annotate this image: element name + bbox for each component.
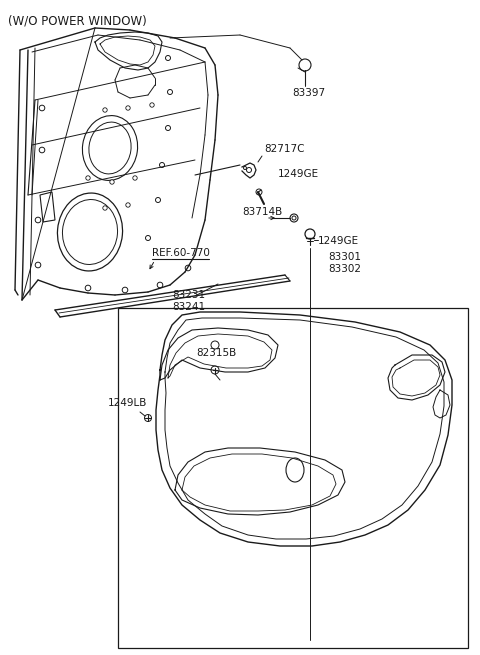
- Text: (W/O POWER WINDOW): (W/O POWER WINDOW): [8, 14, 147, 27]
- Text: 83397: 83397: [292, 88, 325, 98]
- Circle shape: [211, 366, 219, 374]
- Circle shape: [185, 265, 191, 271]
- Circle shape: [144, 415, 152, 422]
- Text: 83231: 83231: [172, 290, 205, 300]
- Circle shape: [150, 103, 154, 107]
- Circle shape: [126, 106, 130, 110]
- Text: 83241: 83241: [172, 302, 205, 312]
- Circle shape: [35, 217, 41, 223]
- Circle shape: [305, 229, 315, 239]
- Circle shape: [86, 176, 90, 180]
- Circle shape: [145, 236, 151, 240]
- Circle shape: [156, 198, 160, 202]
- Bar: [118, 308, 468, 648]
- Circle shape: [39, 105, 45, 111]
- Text: REF.60-770: REF.60-770: [152, 248, 210, 258]
- Circle shape: [211, 341, 219, 349]
- Circle shape: [126, 203, 130, 207]
- Circle shape: [299, 59, 311, 71]
- Text: 83714B: 83714B: [242, 207, 282, 217]
- Circle shape: [256, 189, 262, 195]
- Circle shape: [292, 216, 296, 220]
- Circle shape: [103, 206, 107, 210]
- Circle shape: [290, 214, 298, 222]
- Circle shape: [168, 90, 172, 94]
- Circle shape: [157, 282, 163, 288]
- Circle shape: [85, 285, 91, 291]
- Text: 83302: 83302: [328, 264, 361, 274]
- Circle shape: [39, 147, 45, 153]
- Circle shape: [103, 108, 107, 112]
- Text: 83301: 83301: [328, 252, 361, 262]
- Circle shape: [166, 126, 170, 130]
- Circle shape: [133, 176, 137, 180]
- Circle shape: [159, 162, 165, 168]
- Circle shape: [247, 168, 252, 172]
- Circle shape: [35, 262, 41, 268]
- Circle shape: [166, 56, 170, 60]
- Text: 82717C: 82717C: [264, 144, 304, 154]
- Text: 1249GE: 1249GE: [318, 236, 359, 246]
- Text: 1249LB: 1249LB: [108, 398, 147, 408]
- Circle shape: [110, 180, 114, 184]
- Text: 1249GE: 1249GE: [278, 169, 319, 179]
- Circle shape: [243, 166, 247, 170]
- Text: 82315B: 82315B: [196, 348, 236, 358]
- Circle shape: [122, 287, 128, 293]
